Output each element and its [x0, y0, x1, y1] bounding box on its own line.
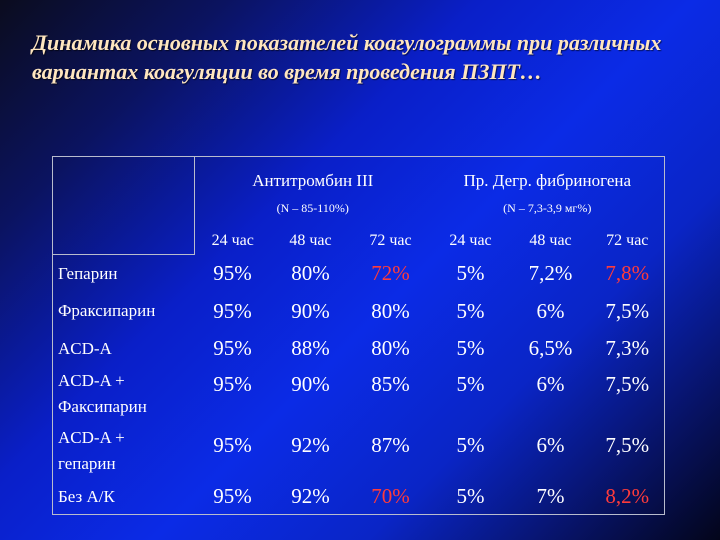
row-label-line: ACD-A +: [58, 427, 125, 447]
value-cell: 7,3%: [590, 329, 666, 368]
antithrombin-header: Антитромбин III (N – 85-110%): [194, 156, 431, 227]
time-label: 48 час: [289, 231, 332, 249]
row-label-line: гепарин: [58, 453, 116, 473]
row-label-line: Без А/К: [58, 486, 115, 506]
value-cell: 6%: [536, 432, 565, 457]
value-cell: 95%: [213, 336, 252, 360]
table-row: Гепарин 95% 80% 72% 5% 7,2% 7,8%: [52, 254, 666, 293]
value-cell: 5%: [456, 432, 485, 457]
value-cell: 70%: [350, 479, 431, 515]
table-row: ACD-A + гепарин 95% 92% 87% 5% 6% 7,5%: [52, 424, 666, 480]
value-cell: 90%: [291, 298, 330, 323]
value-cell: 6%: [536, 298, 565, 323]
row-label-line: Факсипарин: [58, 396, 147, 416]
row-label: Фраксипарин: [52, 292, 195, 330]
value-cell: 5%: [430, 479, 511, 515]
table-row: ACD-A + Факсипарин 95% 90% 85% 5% 6% 7,5%: [52, 367, 666, 425]
time-label: 72 час: [369, 231, 412, 249]
row-label: Без А/К: [52, 479, 195, 515]
value-cell: 80%: [291, 261, 330, 285]
row-label-line: Гепарин: [58, 263, 118, 283]
value-cell: 90%: [291, 371, 330, 396]
fibrinogen-title: Пр. Дегр. фибриногена: [463, 171, 632, 190]
time-label: 24 час: [449, 231, 492, 249]
row-label-line: Фраксипарин: [58, 301, 156, 320]
row-label: ACD-A + Факсипарин: [52, 367, 195, 425]
antithrombin-title: Антитромбин III: [252, 171, 374, 190]
table-row: Без А/К 95% 92% 70% 5% 7% 8,2%: [52, 479, 666, 515]
value-cell: 7,5%: [590, 292, 666, 330]
value-cell: 7,8%: [590, 254, 666, 293]
value-cell: 92%: [291, 432, 330, 457]
fibrinogen-norm: (N – 7,3-3,9 мг%): [503, 201, 592, 215]
table-row: ACD-A 95% 88% 80% 5% 6,5% 7,3%: [52, 329, 666, 368]
value-cell: 7,5%: [590, 367, 666, 425]
slide-title: Динамика основных показателей коагулогра…: [32, 30, 662, 84]
time-label: 72 час: [590, 226, 666, 255]
value-cell: 8,2%: [590, 479, 666, 515]
value-cell: 5%: [456, 261, 485, 285]
value-cell: 6,5%: [528, 336, 573, 360]
value-cell: 85%: [371, 371, 410, 396]
value-cell: 7,5%: [590, 424, 666, 480]
value-cell: 5%: [456, 298, 485, 323]
value-cell: 95%: [213, 432, 252, 457]
table-row: Фраксипарин 95% 90% 80% 5% 6% 7,5%: [52, 292, 666, 330]
row-label: ACD-A: [52, 329, 195, 368]
time-label: 24 час: [211, 231, 254, 249]
row-label-line: ACD-A +: [58, 370, 125, 390]
value-cell: 95%: [213, 298, 252, 323]
value-cell: 87%: [371, 432, 410, 457]
value-cell: 95%: [194, 479, 271, 515]
value-cell: 7,2%: [528, 261, 573, 285]
table-corner-cell: [52, 156, 195, 255]
coagulogram-table: Антитромбин III (N – 85-110%) Пр. Дегр. …: [52, 156, 666, 515]
value-cell: 6%: [536, 371, 565, 396]
value-cell: 72%: [371, 261, 410, 285]
value-cell: 7%: [510, 479, 591, 515]
value-cell: 88%: [291, 336, 330, 360]
value-cell: 95%: [213, 371, 252, 396]
row-label: ACD-A + гепарин: [52, 424, 195, 480]
value-cell: 95%: [213, 261, 252, 285]
value-cell: 92%: [270, 479, 351, 515]
antithrombin-norm: (N – 85-110%): [276, 201, 349, 215]
value-cell: 80%: [371, 336, 410, 360]
row-label-line: ACD-A: [58, 338, 112, 358]
fibrinogen-header: Пр. Дегр. фибриногена (N – 7,3-3,9 мг%): [430, 156, 666, 227]
value-cell: 80%: [371, 298, 410, 323]
value-cell: 5%: [456, 371, 485, 396]
value-cell: 5%: [456, 336, 485, 360]
row-label: Гепарин: [52, 254, 195, 293]
time-label: 48 час: [529, 231, 572, 249]
time-header-row: 24 час 48 час 72 час 24 час 48 час 72 ча…: [53, 226, 666, 255]
